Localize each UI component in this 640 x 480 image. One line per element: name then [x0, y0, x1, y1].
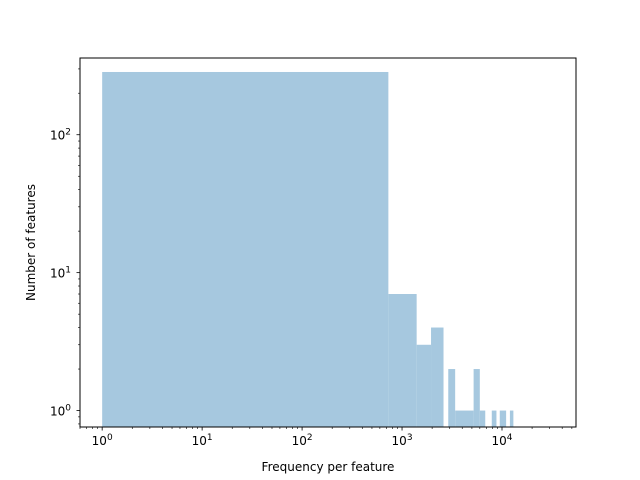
plot-frame — [79, 57, 577, 428]
histogram-bar — [388, 294, 417, 427]
histogram-bar — [499, 410, 507, 427]
x-tick-label: 101 — [192, 433, 213, 448]
histogram-bar — [102, 71, 389, 428]
histogram-bar — [416, 344, 432, 427]
histogram-bars — [102, 71, 514, 428]
histogram-bar — [509, 410, 514, 427]
y-axis-ticks: 100 101 102 — [50, 68, 80, 425]
x-tick-label: 103 — [392, 433, 413, 448]
histogram-bar — [491, 410, 497, 427]
x-tick-label: 104 — [491, 433, 512, 448]
y-tick-label: 102 — [50, 128, 71, 143]
histogram-bar — [448, 369, 456, 427]
histogram-bar — [479, 410, 486, 427]
x-tick-label: 102 — [292, 433, 313, 448]
y-axis-label: Number of features — [24, 184, 38, 301]
x-axis-ticks: 100 101 102 103 104 — [79, 427, 573, 448]
x-axis-label: Frequency per feature — [262, 460, 395, 474]
histogram-bar — [431, 327, 444, 427]
y-tick-label: 101 — [50, 266, 71, 281]
histogram-bar — [455, 410, 474, 427]
x-tick-label: 100 — [92, 433, 113, 448]
histogram-bar — [473, 369, 480, 427]
y-tick-label: 100 — [50, 404, 71, 419]
